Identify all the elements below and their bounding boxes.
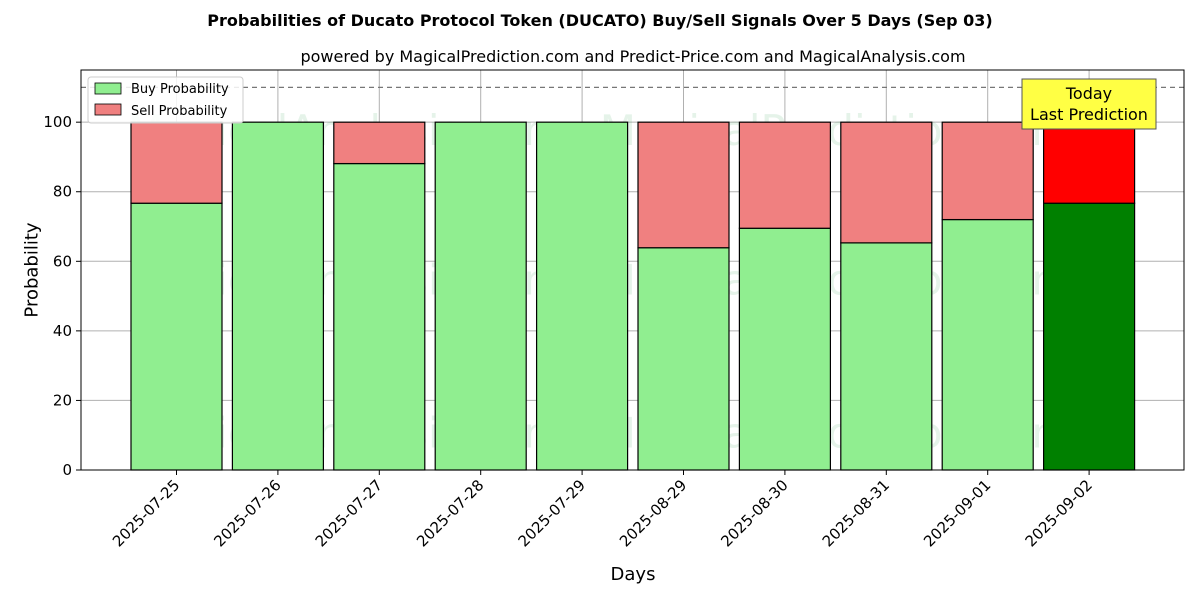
y-tick-label-5: 100 <box>43 113 72 131</box>
x-axis-label: Days <box>611 564 656 585</box>
sell-bar-2025-08-29 <box>637 121 730 249</box>
y-tick-label-1: 20 <box>53 391 72 409</box>
x-tick-label-2025-07-25: 2025-07-25 <box>109 476 183 550</box>
legend-sell-label: Sell Probability <box>131 104 228 119</box>
buy-bar-2025-07-26 <box>231 121 324 471</box>
sell-bar-2025-08-30 <box>738 121 832 229</box>
today-annotation-line2: Last Prediction <box>1030 105 1148 124</box>
x-tick-label-2025-09-02: 2025-09-02 <box>1022 476 1096 550</box>
plot-frame <box>80 69 1185 471</box>
x-tick-label-2025-07-27: 2025-07-27 <box>312 476 386 550</box>
chart-title: Probabilities of Ducato Protocol Token (… <box>207 11 992 30</box>
x-tick-label-2025-07-29: 2025-07-29 <box>515 476 589 550</box>
buy-bar-2025-09-01 <box>941 218 1034 471</box>
sell-bar-2025-07-25 <box>130 121 223 204</box>
y-tick-label-2: 40 <box>53 322 72 340</box>
sell-bar-2025-08-31 <box>840 121 933 244</box>
y-tick-label-3: 60 <box>53 252 72 270</box>
x-tick-label-2025-08-29: 2025-08-29 <box>616 476 690 550</box>
bars <box>130 121 1136 471</box>
legend-sell-swatch <box>94 103 122 116</box>
buy-bar-2025-07-29 <box>535 121 629 471</box>
y-axis-label: Probability <box>21 222 42 317</box>
buy-bar-2025-07-27 <box>333 162 426 471</box>
buy-bar-2025-07-25 <box>130 202 223 471</box>
legend-buy-label: Buy Probability <box>131 82 229 97</box>
buy-bar-2025-09-02 <box>1042 202 1136 471</box>
legend-frame <box>87 76 244 124</box>
today-annotation: Today Last Prediction <box>1021 78 1157 130</box>
chart-subtitle: powered by MagicalPrediction.com and Pre… <box>300 47 965 66</box>
today-annotation-line1: Today <box>1065 84 1112 103</box>
x-tick-label-2025-08-31: 2025-08-31 <box>819 476 893 550</box>
buy-bar-2025-08-29 <box>637 247 730 471</box>
x-tick-label-2025-08-30: 2025-08-30 <box>717 476 791 550</box>
buy-bar-2025-08-30 <box>738 227 832 471</box>
buy-bar-2025-07-28 <box>434 121 527 471</box>
x-tick-label-2025-07-28: 2025-07-28 <box>413 476 487 550</box>
sell-bar-2025-09-01 <box>941 121 1034 221</box>
x-tick-label-2025-07-26: 2025-07-26 <box>210 476 284 550</box>
sell-bar-2025-09-02 <box>1042 121 1136 204</box>
x-axis-ticks: 2025-07-25 2025-07-26 2025-07-27 2025-07-28… <box>109 470 1096 550</box>
x-tick-label-2025-09-01: 2025-09-01 <box>920 476 994 550</box>
y-tick-label-0: 0 <box>62 461 72 479</box>
sell-bar-2025-07-27 <box>333 121 426 165</box>
buy-bar-2025-08-31 <box>840 242 933 471</box>
legend-buy-swatch <box>94 82 122 95</box>
legend: Buy Probability Sell Probability <box>87 76 244 124</box>
today-annotation-box <box>1021 78 1157 130</box>
y-tick-label-4: 80 <box>53 183 72 201</box>
y-axis-ticks: 0 20 40 60 80 100 <box>43 113 81 479</box>
